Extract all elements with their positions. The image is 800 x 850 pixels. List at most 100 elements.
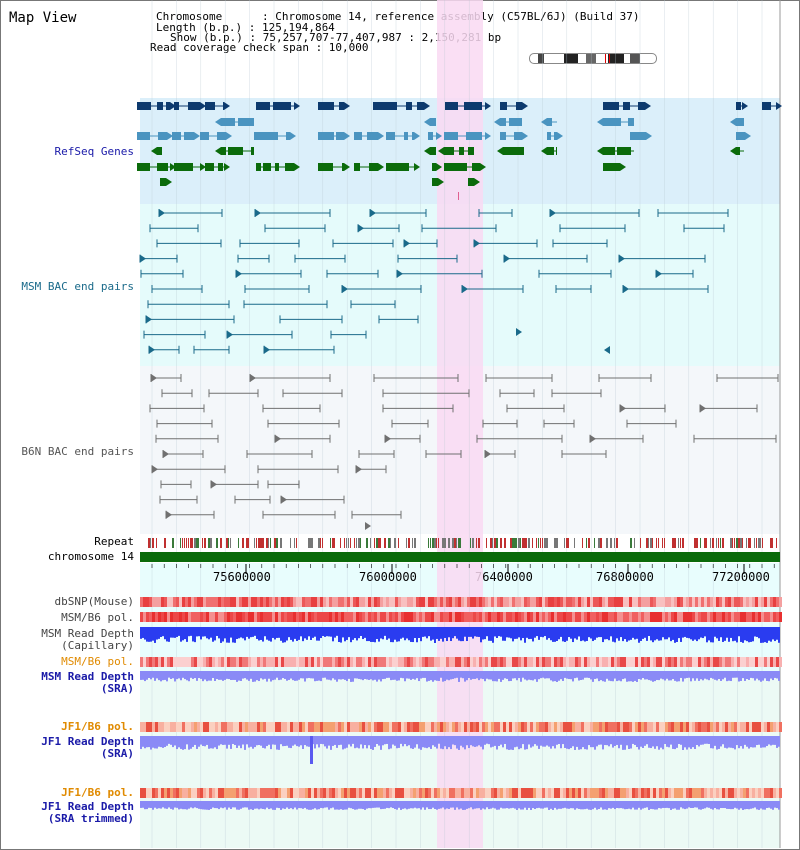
repeat-mark bbox=[694, 538, 696, 548]
depth-bar bbox=[142, 801, 144, 808]
depth-bar bbox=[764, 671, 766, 679]
heat-cell bbox=[449, 612, 452, 622]
depth-bar bbox=[386, 801, 388, 808]
heat-cell bbox=[335, 612, 338, 622]
depth-bar bbox=[248, 627, 250, 639]
heat-cell bbox=[497, 788, 500, 798]
depth-bar bbox=[462, 671, 464, 679]
heat-cell bbox=[620, 612, 623, 622]
repeat-mark bbox=[348, 538, 349, 548]
heat-cell bbox=[716, 657, 719, 667]
depth-bar bbox=[732, 801, 734, 810]
heat-cell bbox=[476, 657, 479, 667]
repeat-mark bbox=[600, 538, 602, 548]
heat-cell bbox=[761, 788, 764, 798]
depth-bar bbox=[320, 801, 322, 808]
depth-bar bbox=[414, 736, 416, 748]
label-refseq-genes[interactable]: RefSeq Genes bbox=[54, 145, 134, 158]
heat-cell bbox=[596, 722, 599, 732]
depth-bar bbox=[750, 801, 752, 809]
heat-cell bbox=[671, 612, 674, 622]
heat-cell bbox=[275, 722, 278, 732]
heat-cell bbox=[296, 597, 299, 607]
repeat-mark bbox=[738, 538, 740, 548]
depth-bar bbox=[492, 671, 494, 682]
depth-bar bbox=[258, 736, 260, 746]
depth-bar bbox=[366, 671, 368, 680]
depth-bar bbox=[396, 736, 398, 749]
depth-bar bbox=[726, 736, 728, 749]
heat-cell bbox=[740, 722, 743, 732]
label-msm-depth-sra[interactable]: MSM Read Depth (SRA) bbox=[0, 671, 134, 695]
depth-bar bbox=[228, 671, 230, 680]
heat-cell bbox=[650, 597, 653, 607]
heat-cell bbox=[308, 597, 311, 607]
depth-bar bbox=[344, 671, 346, 680]
depth-bar bbox=[570, 627, 572, 639]
label-repeat[interactable]: Repeat bbox=[94, 535, 134, 548]
heat-cell bbox=[644, 657, 647, 667]
label-jf1-b6-pol-2[interactable]: JF1/B6 pol. bbox=[61, 786, 134, 799]
depth-bar bbox=[670, 736, 672, 745]
repeat-mark bbox=[522, 538, 524, 548]
label-jf1-depth-sra[interactable]: JF1 Read Depth (SRA) bbox=[0, 736, 134, 760]
gene-arrow bbox=[224, 102, 230, 110]
depth-bar bbox=[636, 736, 638, 748]
heat-cell bbox=[743, 612, 746, 622]
heat-cell bbox=[341, 612, 344, 622]
depth-bar bbox=[626, 801, 628, 810]
gene-exon bbox=[623, 102, 630, 110]
depth-bar bbox=[634, 627, 636, 640]
depth-bar bbox=[380, 801, 382, 810]
heat-cell bbox=[440, 612, 443, 622]
depth-bar bbox=[324, 671, 326, 678]
heat-cell bbox=[497, 597, 500, 607]
depth-bar bbox=[360, 671, 362, 680]
depth-bar bbox=[356, 801, 358, 810]
heat-cell bbox=[674, 597, 677, 607]
label-msm-b6-pol-1[interactable]: MSM/B6 pol. bbox=[61, 611, 134, 624]
label-jf1-b6-pol-1[interactable]: JF1/B6 pol. bbox=[61, 720, 134, 733]
depth-bar bbox=[596, 801, 598, 810]
depth-bar bbox=[332, 736, 334, 746]
repeat-mark bbox=[184, 538, 185, 548]
heat-cell bbox=[662, 612, 665, 622]
label-jf1-depth-trimmed[interactable]: JF1 Read Depth (SRA trimmed) bbox=[0, 801, 134, 825]
heat-cell bbox=[245, 597, 248, 607]
depth-bar bbox=[678, 671, 680, 682]
heat-cell bbox=[218, 788, 221, 798]
depth-bar bbox=[232, 671, 234, 680]
repeat-mark bbox=[682, 538, 684, 548]
heat-cell bbox=[362, 612, 365, 622]
label-dbsnp[interactable]: dbSNP(Mouse) bbox=[54, 595, 134, 608]
heat-cell bbox=[233, 612, 236, 622]
gene-exon bbox=[603, 147, 615, 155]
depth-bar bbox=[504, 801, 506, 809]
depth-bar bbox=[610, 671, 612, 682]
depth-bar bbox=[326, 627, 328, 637]
depth-bar bbox=[146, 801, 148, 810]
depth-bar bbox=[724, 671, 726, 678]
depth-bar bbox=[306, 801, 308, 810]
depth-bar bbox=[670, 671, 672, 681]
heat-cell bbox=[533, 612, 536, 622]
depth-bar bbox=[690, 627, 692, 640]
depth-bar bbox=[192, 627, 194, 642]
heat-cell bbox=[188, 722, 191, 732]
label-msm-depth-capillary[interactable]: MSM Read Depth (Capillary) bbox=[0, 628, 134, 652]
gene-arrow bbox=[480, 163, 486, 171]
label-msm-b6-pol-2[interactable]: MSM/B6 pol. bbox=[61, 655, 134, 668]
heat-cell bbox=[437, 722, 440, 732]
depth-bar bbox=[158, 801, 160, 809]
label-b6n-bac[interactable]: B6N BAC end pairs bbox=[21, 445, 134, 458]
repeat-mark bbox=[436, 538, 437, 548]
depth-bar bbox=[606, 671, 608, 679]
gene-arrow bbox=[522, 102, 528, 110]
label-msm-bac[interactable]: MSM BAC end pairs bbox=[21, 280, 134, 293]
repeat-mark bbox=[374, 538, 375, 548]
heat-cell bbox=[293, 612, 296, 622]
heat-cell bbox=[638, 722, 641, 732]
heat-cell bbox=[710, 788, 713, 798]
heat-cell bbox=[425, 612, 428, 622]
